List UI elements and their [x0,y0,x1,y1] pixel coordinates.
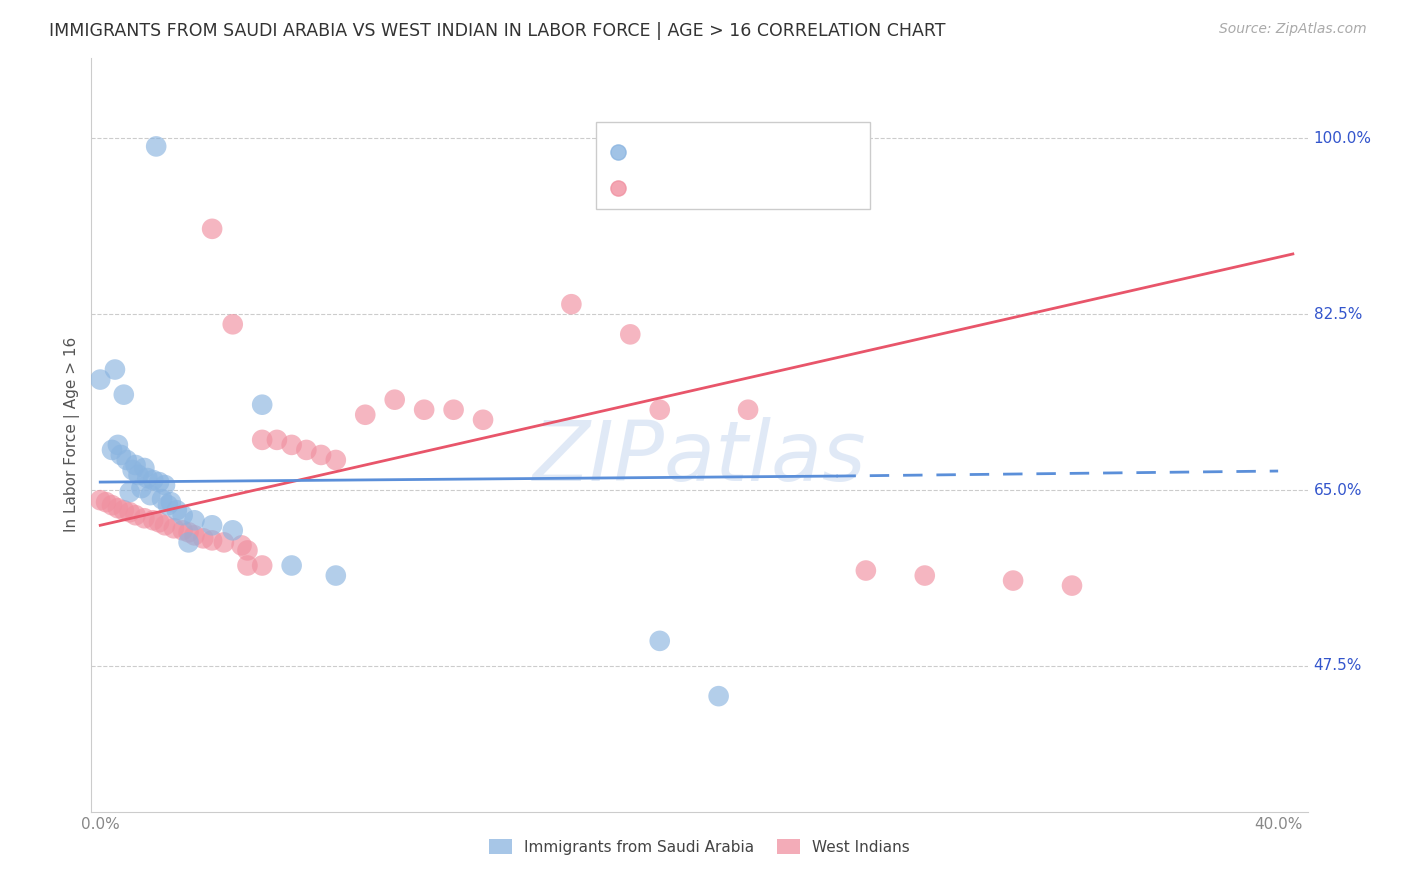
Point [354,408,377,422]
Point [295,442,318,457]
Point [107,501,129,516]
Point [148,475,170,489]
Point [212,535,235,549]
Point [112,503,135,517]
Point [737,402,759,417]
Point [145,139,167,153]
Text: ZIPatlas: ZIPatlas [533,417,866,498]
Point [163,521,186,535]
Point [619,327,641,342]
Text: Source: ZipAtlas.com: Source: ZipAtlas.com [1219,22,1367,37]
Point [134,511,156,525]
Point [134,461,156,475]
Point [325,453,347,467]
Point [172,508,194,523]
Point [177,535,200,549]
Point [1002,574,1025,588]
Point [250,398,273,412]
Point [89,373,111,387]
Text: IMMIGRANTS FROM SAUDI ARABIA VS WEST INDIAN IN LABOR FORCE | AGE > 16 CORRELATIO: IMMIGRANTS FROM SAUDI ARABIA VS WEST IND… [49,22,946,40]
Point [136,471,159,485]
Point [128,468,150,483]
Point [156,498,179,512]
Point [236,543,259,558]
Point [560,297,582,311]
Point [101,498,124,512]
Point [648,402,671,417]
FancyBboxPatch shape [596,122,870,209]
Point [413,402,436,417]
Text: 82.5%: 82.5% [1313,307,1362,322]
Point [112,387,135,401]
Point [443,402,465,417]
Point [201,518,224,533]
Point [118,485,141,500]
Point [222,318,245,332]
Point [280,558,302,573]
Point [855,564,877,578]
Point [94,495,117,509]
Point [1060,578,1083,592]
Point [142,513,165,527]
Text: 47.5%: 47.5% [1313,658,1362,673]
Point [104,362,127,376]
Point [121,463,143,477]
Point [266,433,288,447]
Point [1364,304,1386,318]
Point [150,492,173,507]
Point [648,633,671,648]
Point [193,532,215,546]
Point [250,558,273,573]
Point [160,495,183,509]
Point [914,568,936,582]
Point [166,503,188,517]
Point [384,392,406,407]
Y-axis label: In Labor Force | Age > 16: In Labor Force | Age > 16 [65,337,80,533]
Point [115,453,138,467]
Point [325,568,347,582]
Point [183,528,205,542]
Text: 100.0%: 100.0% [1313,131,1372,146]
Text: R = 0.035   N = 33: R = 0.035 N = 33 [648,144,806,161]
Point [280,438,302,452]
Point [124,508,146,523]
Point [201,533,224,548]
Point [131,481,153,495]
Point [153,478,176,492]
Point [236,558,259,573]
Point [201,222,224,236]
Point [472,413,495,427]
Point [89,493,111,508]
Point [153,518,176,533]
Point [177,525,200,540]
Text: 65.0%: 65.0% [1313,483,1362,498]
Point [118,505,141,519]
Text: R = 0.520   N = 43: R = 0.520 N = 43 [648,178,806,196]
Point [707,689,730,703]
Legend: Immigrants from Saudi Arabia, West Indians: Immigrants from Saudi Arabia, West India… [482,832,917,861]
Point [139,488,162,502]
Point [222,524,245,538]
Point [110,448,132,462]
Point [107,438,129,452]
Point [183,513,205,527]
Point [142,473,165,487]
Point [231,538,253,552]
Point [101,442,124,457]
Point [124,458,146,472]
Point [309,448,332,462]
Point [1364,257,1386,271]
Point [172,524,194,538]
Point [148,516,170,530]
Point [250,433,273,447]
